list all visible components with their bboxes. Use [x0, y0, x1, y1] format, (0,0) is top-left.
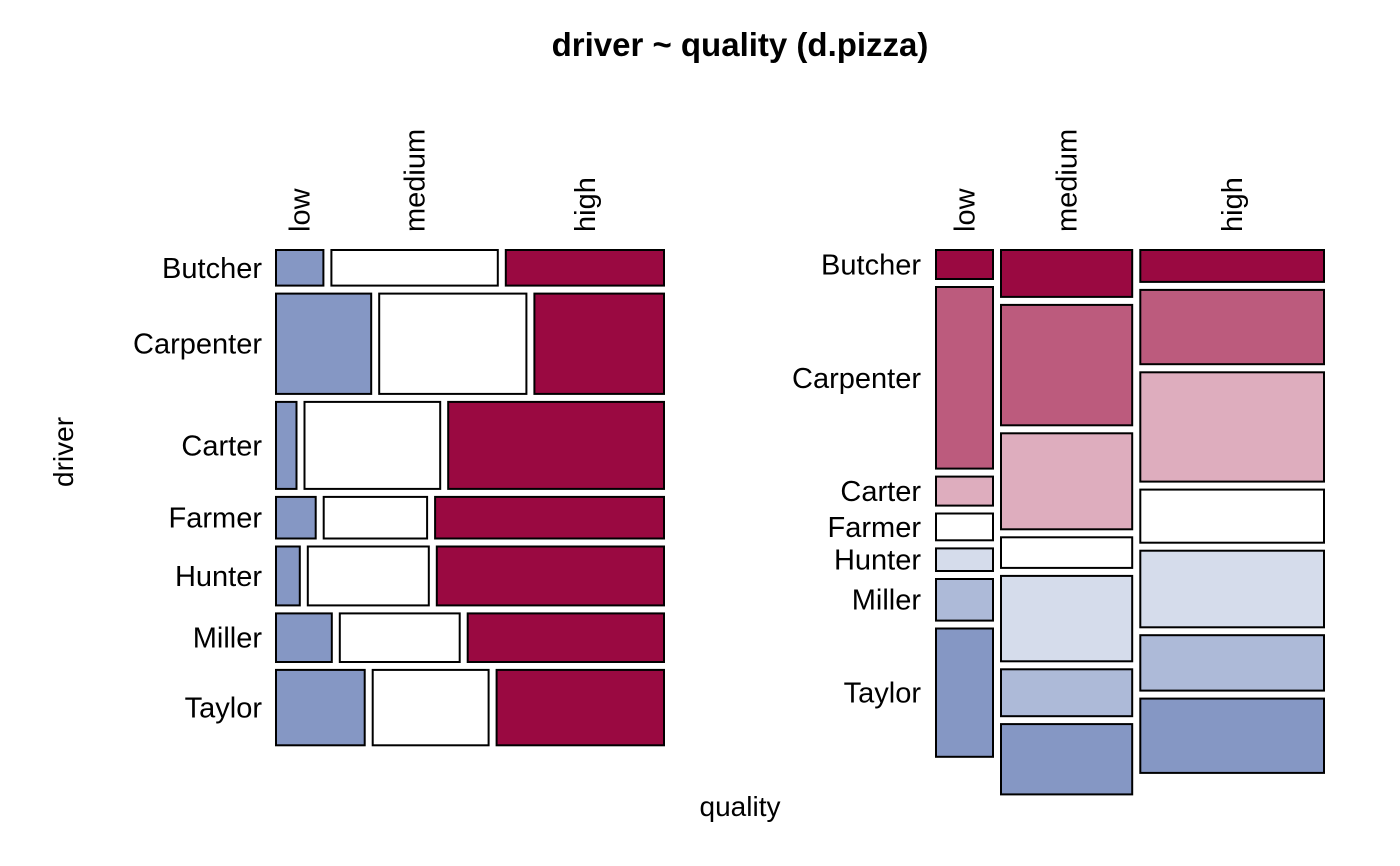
row-label-carter: Carter — [181, 430, 262, 462]
tile-butcher-medium — [1000, 249, 1134, 298]
row-label-taylor: Taylor — [185, 693, 263, 725]
tile-miller-high — [466, 612, 666, 664]
tile-butcher-high — [504, 249, 665, 287]
tile-farmer-low — [935, 512, 994, 542]
chart-title: driver ~ quality (d.pizza) — [552, 26, 929, 63]
tile-butcher-low — [275, 249, 325, 287]
tile-farmer-high — [434, 495, 665, 540]
tile-hunter-low — [935, 547, 994, 573]
col-label-low: low — [950, 187, 982, 232]
tile-miller-medium — [1000, 668, 1134, 718]
row-label-hunter: Hunter — [834, 545, 921, 577]
tile-hunter-high — [435, 545, 665, 607]
tile-taylor-high — [495, 668, 665, 747]
tile-taylor-low — [275, 668, 366, 747]
tile-farmer-high — [1139, 488, 1326, 544]
tile-carpenter-high — [533, 292, 666, 395]
tile-carter-low — [275, 400, 298, 490]
row-label-miller: Miller — [852, 585, 922, 617]
tile-carter-medium — [303, 400, 442, 490]
tile-hunter-low — [275, 545, 301, 607]
col-label-medium: medium — [1052, 129, 1084, 232]
row-label-butcher: Butcher — [162, 253, 262, 285]
tile-carpenter-medium — [1000, 303, 1134, 427]
right-mosaic-panel: low medium high Butcher Carpenter Carter Farme… — [792, 129, 1326, 796]
y-axis-label: driver — [48, 417, 79, 487]
tile-carter-high — [1139, 371, 1326, 483]
tile-miller-medium — [338, 612, 461, 664]
row-label-miller: Miller — [193, 623, 263, 655]
tile-carpenter-high — [1139, 288, 1326, 366]
tile-taylor-low — [935, 627, 994, 758]
tile-carpenter-medium — [378, 292, 528, 395]
tile-carter-low — [935, 475, 994, 507]
x-axis-label: quality — [700, 791, 781, 822]
row-label-hunter: Hunter — [175, 561, 262, 593]
tile-farmer-medium — [1000, 536, 1134, 569]
tile-carpenter-low — [935, 286, 994, 470]
tile-miller-low — [275, 612, 333, 664]
col-label-high: high — [1217, 177, 1249, 232]
tile-butcher-high — [1139, 249, 1326, 283]
row-label-carpenter: Carpenter — [792, 363, 921, 395]
row-label-farmer: Farmer — [828, 512, 922, 544]
tile-taylor-high — [1139, 697, 1326, 774]
tile-taylor-medium — [1000, 723, 1134, 796]
tile-carter-high — [447, 400, 666, 490]
tile-butcher-low — [935, 249, 994, 280]
tile-miller-high — [1139, 634, 1326, 692]
row-label-taylor: Taylor — [844, 678, 922, 710]
col-label-medium: medium — [400, 129, 432, 232]
tile-farmer-medium — [322, 495, 429, 540]
tile-hunter-medium — [1000, 574, 1134, 663]
row-label-butcher: Butcher — [821, 250, 921, 282]
tile-miller-low — [935, 578, 994, 622]
col-label-high: high — [570, 177, 602, 232]
left-mosaic-panel: Butcher Carpenter Carter Farmer Hunter Miller… — [133, 129, 666, 747]
col-label-low: low — [285, 187, 317, 232]
row-label-carter: Carter — [840, 476, 921, 508]
tile-carter-medium — [1000, 432, 1134, 531]
row-label-farmer: Farmer — [169, 503, 263, 535]
tile-butcher-medium — [330, 249, 499, 287]
tile-taylor-medium — [371, 668, 490, 747]
tile-carpenter-low — [275, 292, 373, 395]
tile-hunter-high — [1139, 549, 1326, 629]
tile-hunter-medium — [306, 545, 430, 607]
tile-farmer-low — [275, 495, 317, 540]
row-label-carpenter: Carpenter — [133, 329, 262, 361]
